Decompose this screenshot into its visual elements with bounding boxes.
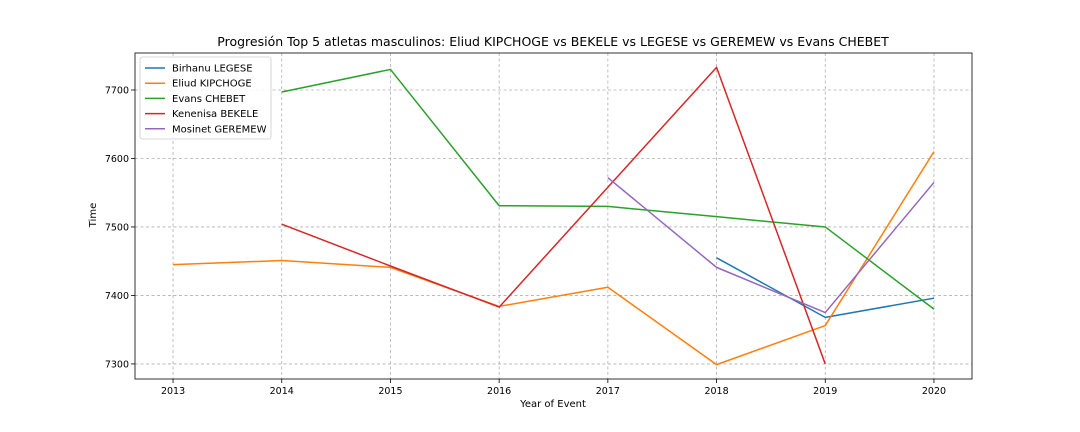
series-line-kenenisa-bekele	[281, 66, 826, 365]
legend-box	[139, 56, 272, 140]
x-tick-label: 2019	[813, 386, 837, 397]
plot-frame	[134, 52, 973, 380]
series-line-mosinet-geremew	[607, 177, 935, 314]
series-line-evans-chebet	[281, 68, 935, 310]
x-tick-label: 2014	[270, 386, 294, 397]
x-axis-label: Year of Event	[519, 399, 586, 410]
legend-label: Kenenisa BEKELE	[172, 109, 258, 120]
y-tick-label: 7700	[105, 85, 129, 96]
legend-label: Birhanu LEGESE	[172, 64, 253, 75]
y-axis-label: Time	[88, 203, 99, 228]
chart-title: Progresión Top 5 atletas masculinos: Eli…	[217, 34, 889, 49]
y-tick-label: 7600	[105, 154, 129, 165]
x-tick-label: 2015	[378, 386, 402, 397]
x-tick-label: 2018	[704, 386, 728, 397]
legend: Birhanu LEGESE Eliud KIPCHOGE Evans CHEBET…	[139, 56, 272, 140]
legend-label: Mosinet GEREMEW	[172, 124, 267, 135]
y-tick-label: 7500	[105, 222, 129, 233]
series-lines	[173, 66, 935, 366]
series-line-eliud-kipchoge	[173, 151, 935, 366]
y-axis: 7300 7400 7500 7600 7700	[105, 85, 135, 370]
x-tick-label: 2016	[487, 386, 511, 397]
x-axis: 2013 2014 2015 2016 2017 2018 2019 2020	[161, 379, 946, 397]
x-tick-label: 2013	[161, 386, 185, 397]
y-tick-label: 7400	[105, 291, 129, 302]
x-tick-label: 2017	[596, 386, 620, 397]
legend-label: Evans CHEBET	[172, 94, 246, 105]
series-line-birhanu-legese	[716, 257, 935, 319]
legend-label: Eliud KIPCHOGE	[172, 79, 252, 90]
y-tick-label: 7300	[105, 359, 129, 370]
x-tick-label: 2020	[922, 386, 946, 397]
